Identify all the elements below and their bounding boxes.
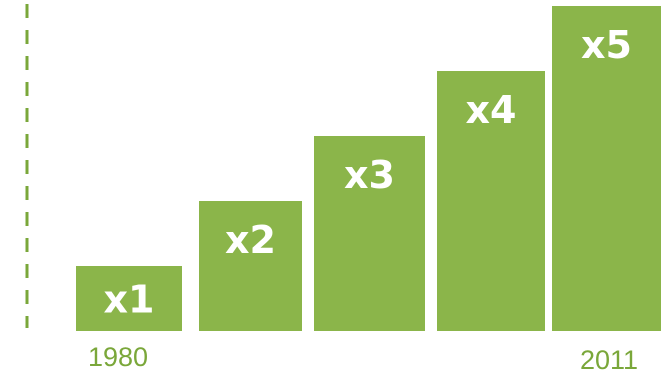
bar-5 — [552, 6, 661, 331]
bar-3 — [314, 136, 425, 331]
bar-2 — [199, 201, 302, 331]
bar-data-label-1: x1 — [104, 278, 155, 322]
bar-data-label-4: x4 — [466, 88, 517, 132]
bar-data-label-5: x5 — [581, 23, 632, 67]
bar-data-label-2: x2 — [225, 218, 276, 262]
bar-1 — [76, 266, 182, 331]
x-tick-label-end: 2011 — [580, 345, 638, 375]
bars-group: x1 x2 x3 x4 x5 — [76, 6, 661, 331]
bar-data-label-3: x3 — [344, 153, 395, 197]
bar-4 — [437, 71, 545, 331]
x-tick-label-start: 1980 — [88, 342, 148, 372]
